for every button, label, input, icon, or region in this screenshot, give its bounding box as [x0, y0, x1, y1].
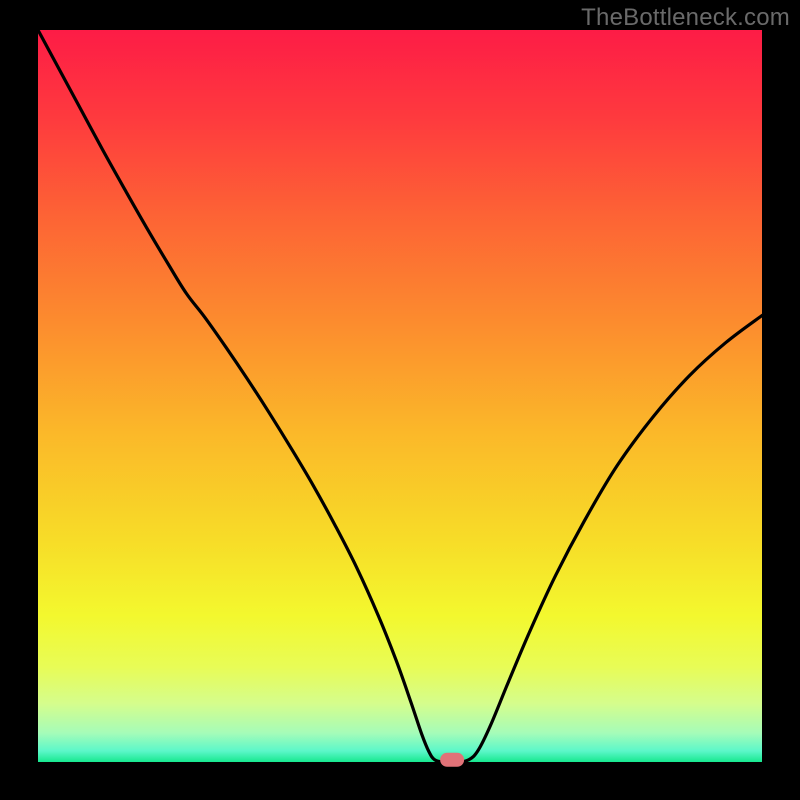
watermark-text: TheBottleneck.com [581, 4, 790, 32]
plot-gradient-area [38, 30, 762, 762]
chart-root: TheBottleneck.com [0, 0, 800, 800]
optimal-marker [440, 753, 464, 767]
bottleneck-chart [0, 0, 800, 800]
